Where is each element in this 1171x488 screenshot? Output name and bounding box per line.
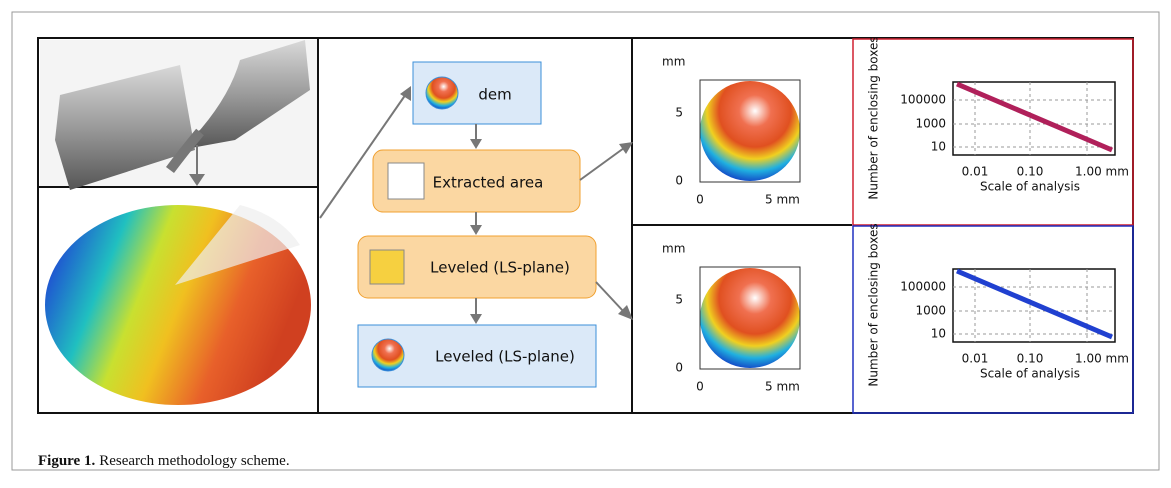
x-tick-label: 5 mm [765,380,800,394]
y-tick-label: 1000 [915,117,946,131]
node-label: Extracted area [433,174,544,192]
plot-axes [952,268,1116,343]
arrowhead [189,174,205,186]
caption-text: Research methodology scheme. [99,453,289,469]
node-label: Leveled (LS-plane) [430,259,570,277]
plot-frame [852,225,1134,414]
x-tick-label: 5 mm [765,193,800,207]
y-tick-label: 10 [931,140,946,154]
y-tick-label: 0 [675,361,683,375]
x-tick-label: 0.01 [962,165,989,179]
y-axis-label: Number of enclosing boxes [867,36,881,199]
x-tick-label: 0.10 [1017,352,1044,366]
outer-frame [11,11,1160,471]
caption: Figure 1. Research methodology scheme. [38,453,290,469]
y-tick-label: 1000 [915,304,946,318]
height-map [700,81,800,181]
y-tick-label: 0 [675,174,683,188]
height-map [700,268,800,368]
node-label: dem [478,86,511,104]
node-icon [369,249,405,285]
x-tick-label: 1.00 mm [1075,165,1129,179]
specimen-photo [40,40,317,190]
arrows [319,86,633,324]
caption-label: Figure 1. [38,453,95,469]
fractal-line [956,81,1113,153]
plot-frame [852,38,1134,226]
node-icon [371,338,405,372]
node-label: Leveled (LS-plane) [435,348,575,366]
y-tick-label: 5 [675,293,683,307]
y-axis-label: Number of enclosing boxes [867,223,881,386]
y-unit: mm [662,55,685,69]
x-tick-label: 0.01 [962,352,989,366]
x-tick-label: 0 [696,193,704,207]
map-axes [699,79,801,183]
y-unit: mm [662,242,685,256]
node-icon [425,76,459,110]
y-tick-label: 10 [931,327,946,341]
y-tick-label: 5 [675,106,683,120]
x-axis-label: Scale of analysis [980,180,1080,194]
fractal-line [956,268,1113,340]
y-tick-label: 100000 [900,93,946,107]
x-tick-label: 0 [696,380,704,394]
x-axis-label: Scale of analysis [980,367,1080,381]
surface-highlight [175,205,300,285]
plot-axes [952,81,1116,156]
x-tick-label: 0.10 [1017,165,1044,179]
map-axes [699,266,801,370]
node-icon [387,162,425,200]
y-tick-label: 100000 [900,280,946,294]
x-tick-label: 1.00 mm [1075,352,1129,366]
